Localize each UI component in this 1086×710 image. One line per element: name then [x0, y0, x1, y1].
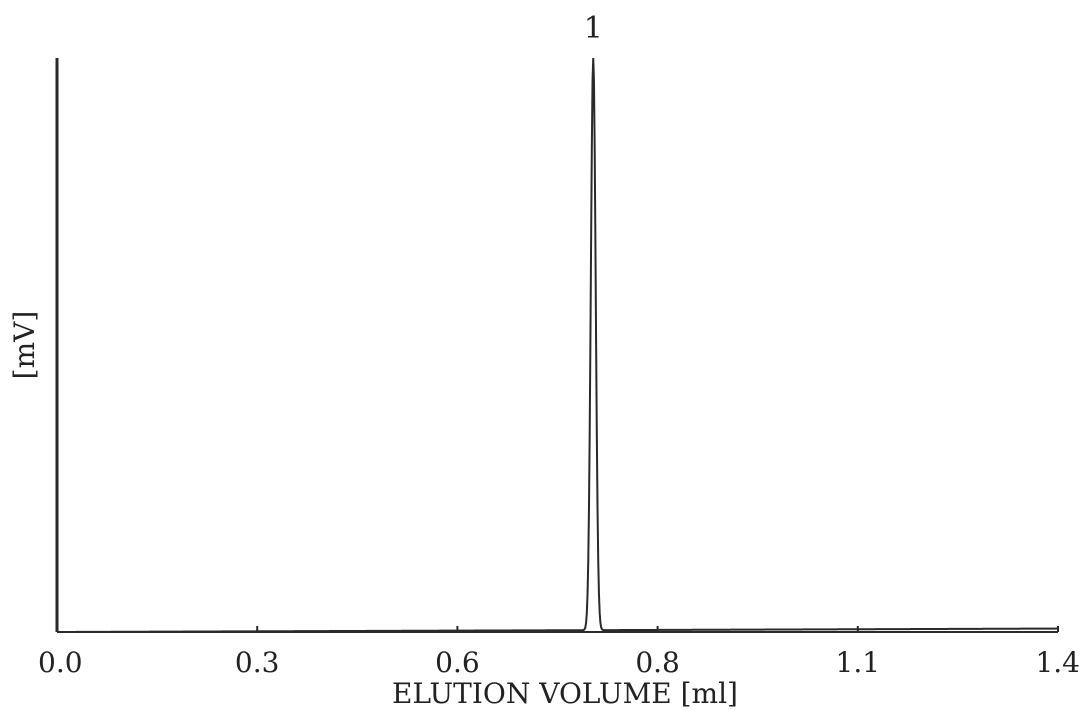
peak-labels: 1: [584, 11, 603, 46]
peak-label: 1: [584, 11, 603, 46]
x-axis-title: ELUTION VOLUME [ml]: [392, 677, 738, 710]
x-tick-label: 0.0: [38, 646, 83, 679]
y-axis-title: [mV]: [8, 311, 41, 380]
signal-line: [57, 57, 1058, 633]
x-tick-label: 1.1: [836, 646, 881, 679]
x-tick-labels: 0.0 0.3 0.6 0.8 1.1 1.4: [38, 646, 1080, 679]
x-tick-label: 1.4: [1035, 646, 1080, 679]
x-tick-label: 0.3: [235, 646, 280, 679]
x-tick-label: 0.8: [635, 646, 680, 679]
x-tick-label: 0.6: [435, 646, 480, 679]
